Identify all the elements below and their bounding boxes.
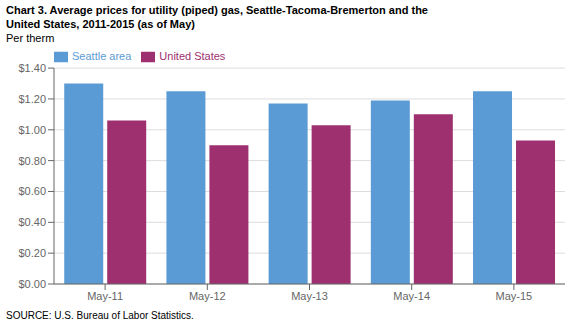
html-text:Per therm: Per therm: [6, 32, 55, 44]
svg-text:$0.00: $0.00: [18, 278, 46, 290]
svg-text:$1.20: $1.20: [18, 93, 46, 105]
html-text:Chart 3. Average prices for ut: Chart 3. Average prices for utility (pip…: [6, 4, 428, 16]
svg-text:$0.20: $0.20: [18, 247, 46, 259]
svg-text:May-11: May-11: [87, 290, 123, 302]
svg-text:$0.40: $0.40: [18, 216, 46, 228]
svg-text:$0.60: $0.60: [18, 185, 46, 197]
svg-text:May-15: May-15: [496, 290, 533, 302]
svg-text:$1.00: $1.00: [18, 124, 46, 136]
html-text:United States, 2011-2015 (as o: United States, 2011-2015 (as of May): [6, 18, 195, 30]
svg-text:May-12: May-12: [189, 290, 226, 302]
html-text:United States: United States: [159, 50, 226, 62]
html-text:Seattle area: Seattle area: [72, 50, 132, 62]
svg-text:May-14: May-14: [393, 290, 430, 302]
svg-text:$0.80: $0.80: [18, 155, 46, 167]
svg-text:$1.40: $1.40: [18, 62, 46, 74]
html-text:SOURCE: U.S. Bureau of Labor S: SOURCE: U.S. Bureau of Labor Statistics.: [6, 310, 194, 321]
svg-text:May-13: May-13: [291, 290, 328, 302]
